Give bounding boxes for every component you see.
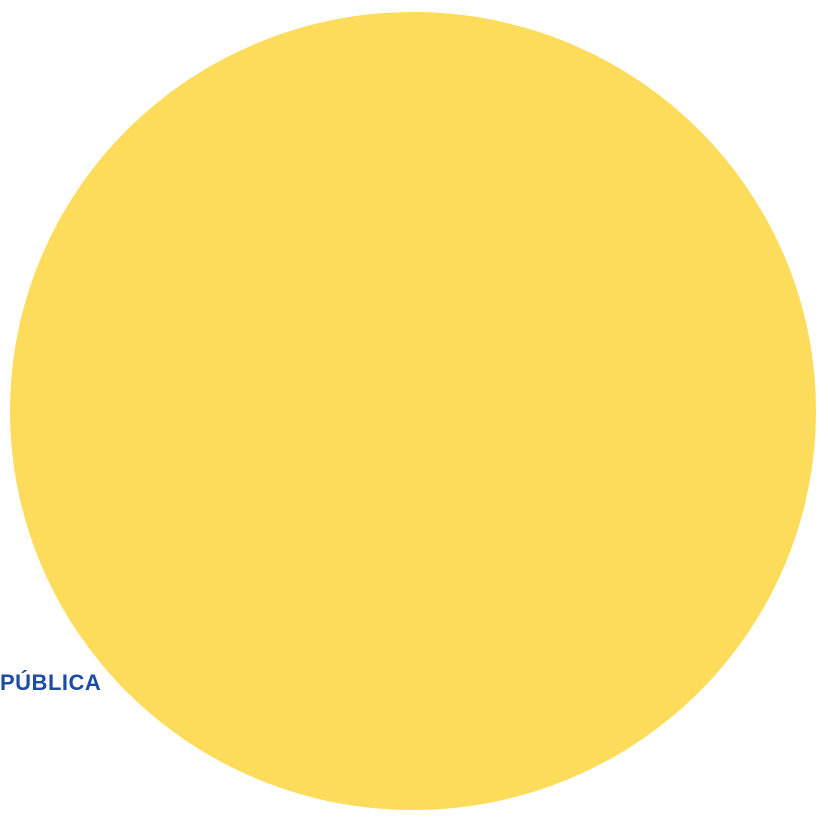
corner-label: PÚBLICA: [0, 670, 102, 695]
yellow-circle: [10, 12, 816, 810]
